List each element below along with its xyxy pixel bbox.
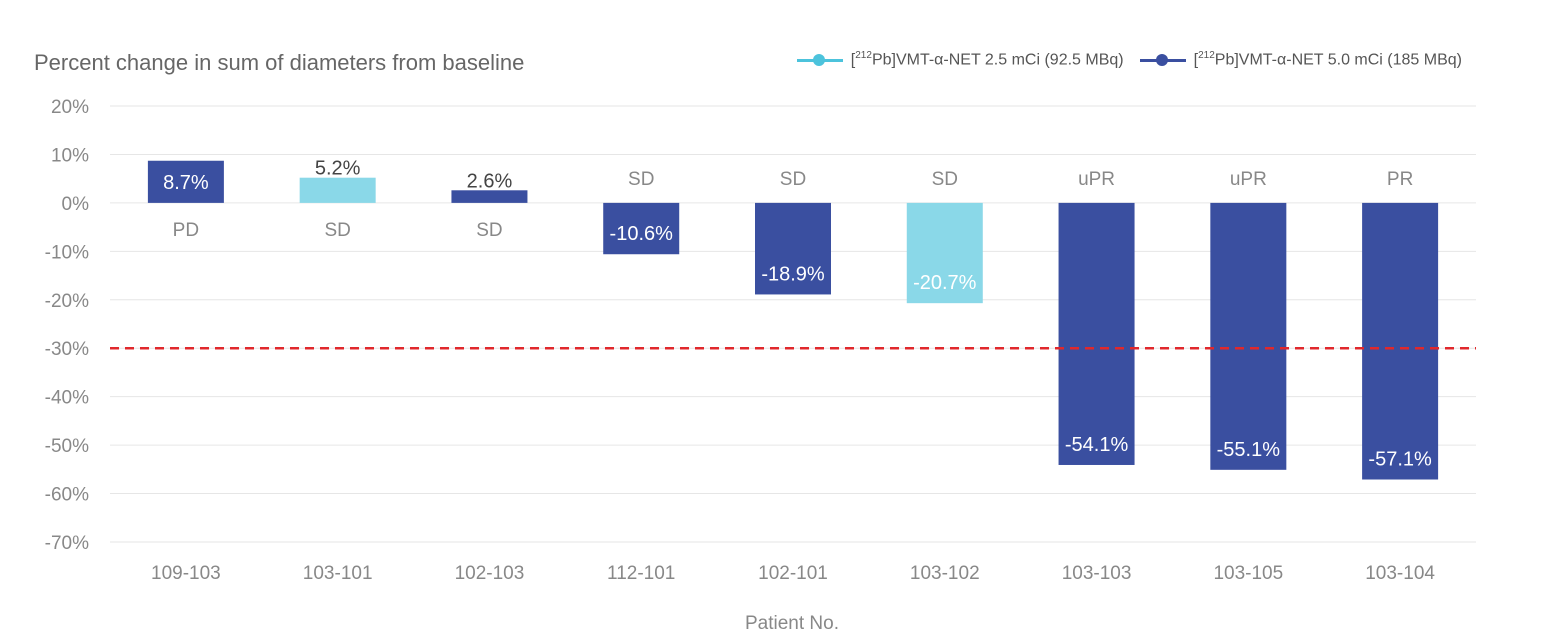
y-tick-label: 20% — [51, 97, 89, 118]
response-label: SD — [628, 169, 654, 190]
x-tick-label: 103-105 — [1213, 563, 1283, 584]
data-label: -18.9% — [761, 263, 825, 285]
chart-title: Percent change in sum of diameters from … — [34, 50, 524, 75]
y-tick-label: -50% — [45, 436, 89, 457]
legend-item-series-2: [212Pb]VMT-α-NET 5.0 mCi (185 MBq) — [1139, 50, 1462, 69]
response-label: PD — [173, 220, 199, 241]
data-label: 2.6% — [467, 170, 513, 192]
x-tick-label: 103-103 — [1062, 563, 1132, 584]
x-tick-label: 102-101 — [758, 563, 828, 584]
y-tick-label: 0% — [62, 194, 90, 215]
response-label: PR — [1387, 169, 1413, 190]
legend: [212Pb]VMT-α-NET 2.5 mCi (92.5 MBq) [212… — [781, 50, 1462, 69]
data-label: 8.7% — [163, 172, 209, 194]
data-label: 5.2% — [315, 158, 361, 180]
y-tick-label: -60% — [45, 485, 89, 506]
x-tick-label: 109-103 — [151, 563, 221, 584]
legend-swatch-series-2 — [1139, 53, 1186, 66]
y-tick-label: -30% — [45, 339, 89, 360]
legend-swatch-series-1 — [796, 53, 843, 66]
x-tick-label: 112-101 — [607, 563, 675, 584]
y-tick-label: -20% — [45, 291, 89, 312]
x-tick-label: 103-101 — [303, 563, 373, 584]
response-label: SD — [780, 169, 806, 190]
bar — [147, 160, 224, 203]
y-tick-label: -10% — [45, 242, 89, 263]
bar — [603, 202, 680, 255]
x-tick-label: 103-104 — [1365, 563, 1435, 584]
bar — [1362, 202, 1439, 480]
data-label: -54.1% — [1065, 434, 1129, 456]
bar — [299, 177, 376, 203]
y-tick-label: -70% — [45, 533, 89, 554]
legend-item-series-1: [212Pb]VMT-α-NET 2.5 mCi (92.5 MBq) — [796, 50, 1124, 69]
x-axis: 109-103 103-101 102-103 112-101 102-101 103-1… — [151, 563, 1435, 584]
bar — [1058, 202, 1135, 465]
bar — [451, 190, 528, 203]
y-axis: 20% 10% 0% -10% -20% -30% -40% -50% -60% -70% — [45, 97, 89, 554]
response-label: SD — [932, 169, 958, 190]
legend-label-series-2: [212Pb]VMT-α-NET 5.0 mCi (185 MBq) — [1193, 50, 1462, 69]
bar-labels: 8.7% PD 5.2% SD 2.6% SD -10.6% SD -18.9% SD -20.7%… — [163, 158, 1432, 471]
bar — [906, 202, 983, 304]
bar — [755, 202, 831, 295]
data-label: -20.7% — [913, 272, 977, 294]
x-tick-label: 102-103 — [455, 563, 525, 584]
bar — [1210, 202, 1287, 470]
bars — [147, 160, 1439, 480]
y-tick-label: -40% — [45, 388, 89, 409]
legend-label-series-1: [212Pb]VMT-α-NET 2.5 mCi (92.5 MBq) — [850, 50, 1124, 69]
y-tick-label: 10% — [51, 145, 89, 166]
response-label: uPR — [1078, 169, 1115, 190]
x-tick-label: 103-102 — [910, 563, 980, 584]
data-label: -55.1% — [1217, 439, 1281, 461]
response-label: SD — [324, 220, 350, 241]
response-label: SD — [476, 220, 502, 241]
data-label: -10.6% — [610, 223, 674, 245]
x-axis-label: Patient No. — [745, 613, 839, 633]
response-label: uPR — [1230, 169, 1267, 190]
data-label: -57.1% — [1368, 449, 1432, 471]
